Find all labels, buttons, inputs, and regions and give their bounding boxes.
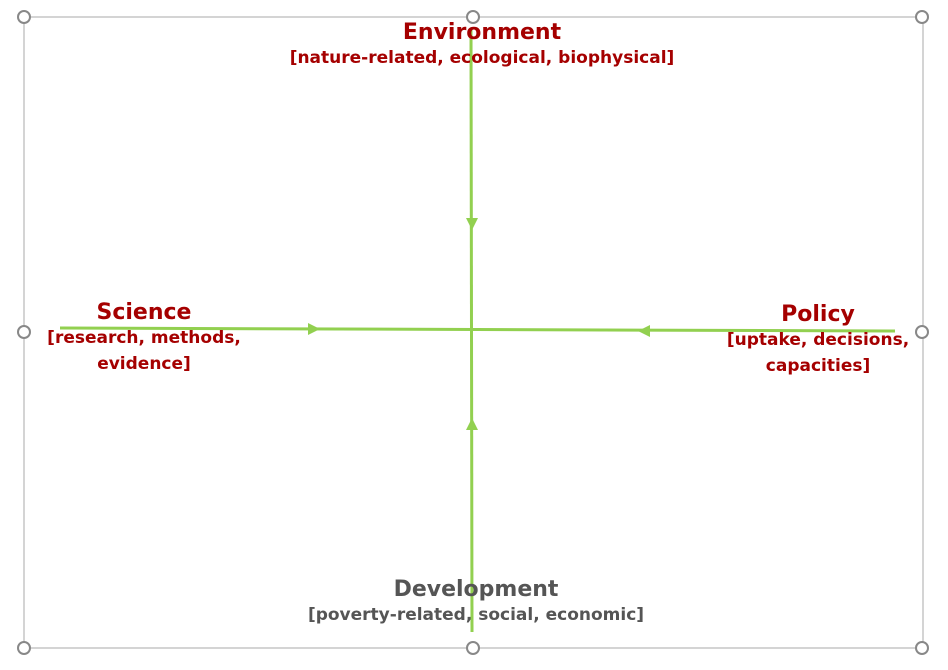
node-subtitle: [research, methods, evidence] [47, 328, 241, 374]
node: Environment [nature-related, ecological,… [282, 20, 682, 71]
node-subtitle: [nature-related, ecological, biophysical… [289, 48, 675, 68]
axes [59, 29, 896, 633]
node: Policy [uptake, decisions, capacities] [718, 302, 918, 379]
arrowheads [308, 218, 650, 430]
node-title: Development [393, 577, 559, 602]
node-subtitle: [poverty-related, social, economic] [307, 605, 645, 625]
node-subtitle: [uptake, decisions, capacities] [726, 330, 910, 376]
node-title: Policy [781, 302, 855, 327]
handles [17, 10, 929, 655]
node-title: Environment [402, 20, 562, 45]
node: Science [research, methods, evidence] [44, 300, 244, 377]
node-title: Science [96, 300, 192, 325]
node: Development [poverty-related, social, ec… [276, 577, 676, 628]
